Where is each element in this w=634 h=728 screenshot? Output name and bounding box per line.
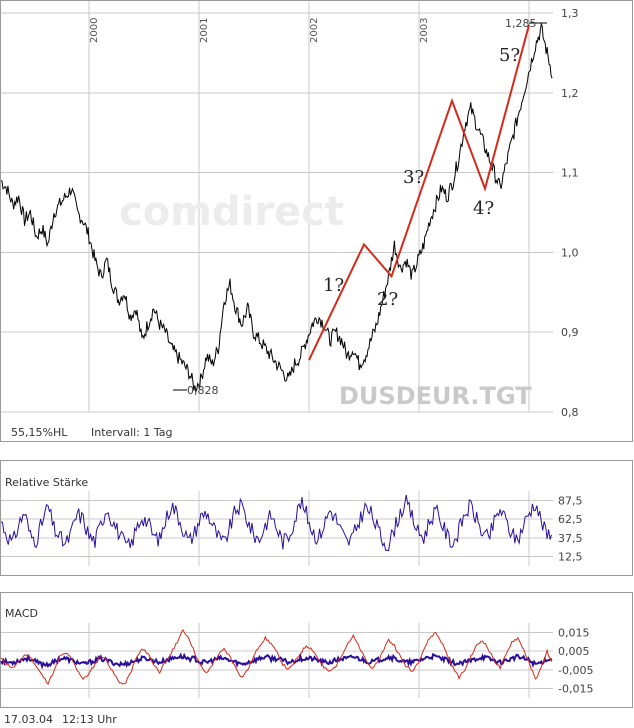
- rsi-y-tick-label: 37,5: [558, 532, 583, 545]
- x-tick-label: 2003: [419, 18, 430, 43]
- price-series-line: [0, 22, 553, 394]
- y-tick-labels: 0,8 0,9 1,0 1,1 1,2 1,3: [561, 7, 579, 419]
- wave-label: 5?: [499, 45, 520, 66]
- macd-y-tick-labels: 0,015 0,005 -0,005 -0,015: [558, 626, 593, 695]
- y-tick-label: 1,3: [561, 7, 579, 20]
- x-tick-labels: 2000 2001 2002 2003: [89, 18, 430, 43]
- price-grid: [1, 1, 553, 413]
- rsi-title: Relative Stärke: [5, 476, 89, 489]
- x-tick-label: 2002: [309, 18, 320, 43]
- x-tick-label: 2001: [199, 18, 210, 43]
- macd-chart: 0,015 0,005 -0,005 -0,015: [0, 623, 593, 698]
- macd-y-tick-label: -0,005: [558, 664, 593, 677]
- wave-labels: 1? 2? 3? 4? 5?: [323, 45, 520, 310]
- interval-label: Intervall: 1 Tag: [91, 426, 173, 439]
- y-tick-label: 0,9: [561, 326, 579, 339]
- wave-label: 3?: [403, 167, 424, 188]
- y-tick-label: 1,2: [561, 87, 579, 100]
- symbol-label: DUSDEUR.TGT: [339, 382, 532, 410]
- rsi-chart: 12,5 37,5 62,5 87,5: [0, 491, 583, 566]
- y-tick-label: 1,0: [561, 246, 579, 259]
- rsi-y-tick-label: 87,5: [558, 494, 583, 507]
- macd-histogram-line: [0, 652, 553, 670]
- rsi-y-tick-label: 62,5: [558, 513, 583, 526]
- high-label: 1,285: [505, 17, 537, 30]
- footer-time: 12:13 Uhr: [62, 713, 117, 726]
- price-chart-panel: comdirect DUSDEUR.TGT 2000 2001 2002 2003 0…: [0, 0, 633, 442]
- rsi-panel: Relative Stärke 12,5 37,5 62,5 87,5: [0, 460, 633, 576]
- macd-panel: MACD 0,015 0,005 -0,005 -0,015: [0, 592, 633, 708]
- macd-y-tick-label: 0,015: [558, 626, 590, 639]
- macd-y-tick-label: -0,015: [558, 683, 593, 696]
- macd-y-tick-label: 0,005: [558, 645, 590, 658]
- rsi-series-line: [0, 494, 552, 552]
- hl-percent: 55,15%HL: [11, 426, 68, 439]
- price-chart: comdirect DUSDEUR.TGT 2000 2001 2002 2003 0…: [0, 1, 579, 419]
- wave-label: 2?: [377, 289, 398, 310]
- rsi-y-tick-label: 12,5: [558, 551, 583, 564]
- footer-date: 17.03.04: [4, 713, 53, 726]
- wave-label: 1?: [323, 275, 344, 296]
- macd-title: MACD: [5, 607, 38, 620]
- x-tick-label: 2000: [89, 18, 100, 43]
- y-tick-label: 1,1: [561, 167, 579, 180]
- rsi-y-tick-labels: 12,5 37,5 62,5 87,5: [558, 494, 583, 563]
- low-label: 0,828: [187, 384, 219, 397]
- wave-label: 4?: [473, 198, 494, 219]
- elliott-wave-line: [308, 24, 530, 361]
- watermark: comdirect: [119, 189, 344, 235]
- macd-fast-line: [0, 628, 552, 686]
- y-tick-label: 0,8: [561, 406, 579, 419]
- rsi-grid: [1, 491, 553, 566]
